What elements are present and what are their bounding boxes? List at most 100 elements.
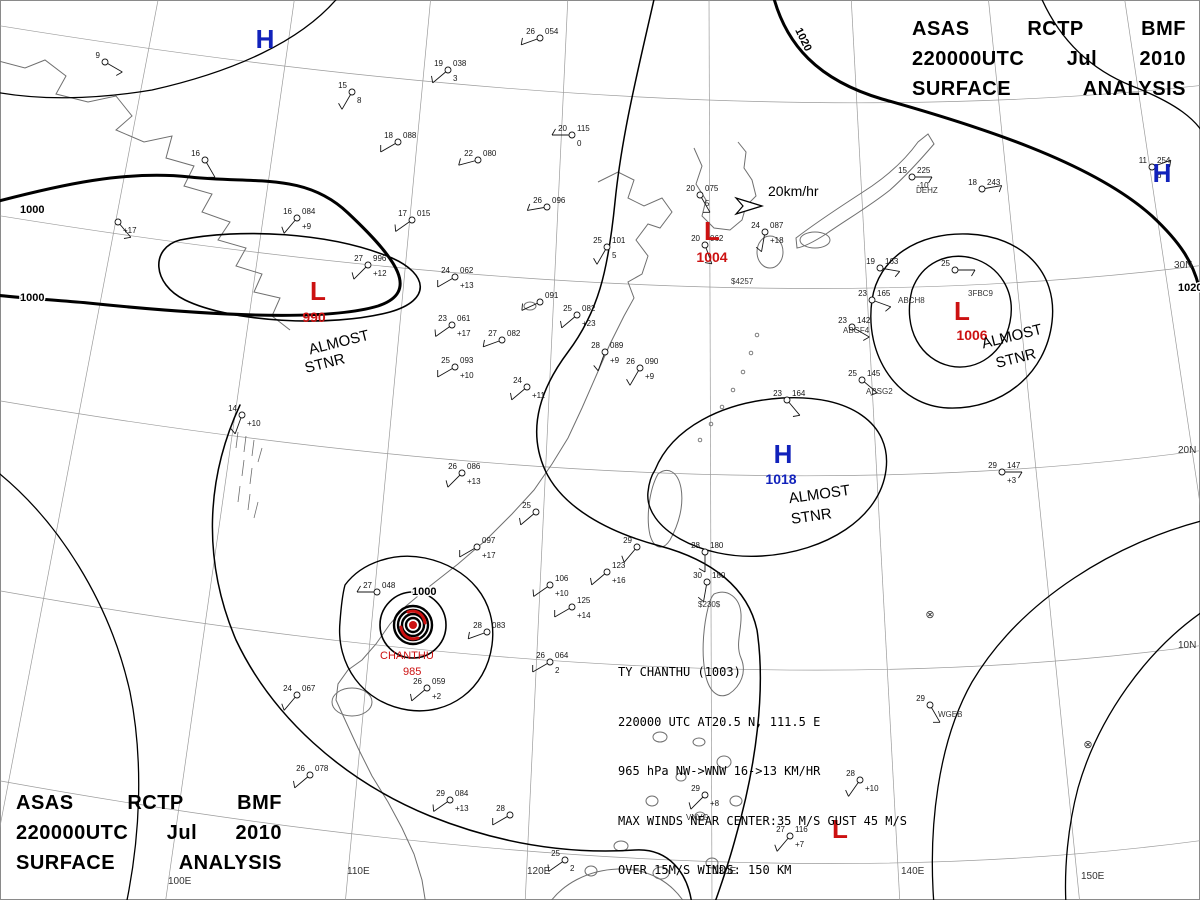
station-temperature: 26	[296, 764, 305, 773]
station-plot: 22 080	[458, 149, 497, 166]
station-temperature: 26	[536, 651, 545, 660]
station-pressure: 243	[987, 178, 1001, 187]
station-circle	[114, 218, 122, 226]
chart-title-line3: SURFACE ANALYSIS	[16, 852, 282, 874]
station-circle	[998, 468, 1006, 476]
station-circle	[523, 383, 531, 391]
graticule-line	[1124, 0, 1200, 506]
station-plot: 27 082	[482, 329, 521, 348]
station-circle	[701, 791, 709, 799]
station-circle	[761, 228, 769, 236]
station-temperature: 25	[551, 849, 560, 858]
isobar-value-label: 1000	[412, 586, 436, 598]
graticule-line	[165, 0, 295, 900]
wind-barb-feather	[590, 577, 593, 585]
coastline	[795, 133, 935, 249]
station-temperature: 17	[398, 209, 407, 218]
station-plot: 123 +16	[590, 561, 626, 586]
station-pressure: 089	[610, 341, 624, 350]
station-temperature: 24	[513, 376, 522, 385]
station-plot: 27 048	[356, 581, 396, 596]
station-plot: 26 096	[526, 196, 566, 211]
wind-barb-feather	[593, 365, 599, 372]
wind-barb-feather	[863, 336, 870, 341]
graticule-line	[0, 0, 159, 829]
station-plot: 19 163	[866, 257, 901, 278]
station-plot: +17	[114, 218, 137, 239]
station-circle	[446, 796, 454, 804]
station-pressure: 163	[885, 257, 899, 266]
station-tendency: +10	[555, 589, 569, 598]
graticule-line	[0, 590, 1200, 671]
pressure-center-value: 1004	[696, 249, 727, 265]
coast-hatch	[257, 447, 263, 463]
station-circle	[603, 568, 611, 576]
station-pressure: 145	[867, 369, 881, 378]
station-temperature: 26	[626, 357, 635, 366]
station-circle	[543, 203, 551, 211]
station-circle	[373, 588, 381, 596]
station-tendency: +8	[710, 799, 720, 808]
typhoon-info-line: 965 hPa NW->WNW 16->13 KM/HR	[618, 764, 821, 778]
ship-call-sign: DEHZ	[916, 186, 938, 195]
island-coastline	[523, 301, 537, 311]
station-pressure: 054	[545, 27, 559, 36]
graticule-line	[0, 25, 1200, 104]
movement-note: ALMOST	[980, 321, 1044, 352]
station-circle	[546, 658, 554, 666]
station-plot: 26 054	[520, 27, 559, 46]
station-plot: 24 +11	[510, 376, 546, 401]
station-temperature: 23	[858, 289, 867, 298]
station-pressure: 142	[857, 316, 871, 325]
isobar	[158, 232, 421, 322]
station-plot: 26 078	[293, 764, 329, 789]
island-coastline	[799, 231, 831, 249]
station-pressure: 088	[403, 131, 417, 140]
station-circle	[848, 323, 856, 331]
station-temperature: 25	[941, 259, 950, 268]
chart-title-line2: 220000UTC Jul 2010	[16, 822, 282, 844]
isobar	[211, 404, 692, 900]
wind-barb-feather	[520, 37, 523, 45]
station-plot: 23 165	[858, 289, 892, 312]
station-circle	[568, 131, 576, 139]
station-temperature: 25	[593, 236, 602, 245]
station-tendency: 8	[357, 96, 362, 105]
station-plot: 29 +8	[688, 784, 720, 810]
isobar	[535, 0, 762, 900]
station-temperature: 20	[558, 124, 567, 133]
isobar	[0, 473, 140, 900]
wind-barb-feather	[774, 844, 778, 852]
station-plot: 20 075 5	[686, 184, 719, 213]
wind-barb-feather	[281, 703, 285, 711]
station-circle	[498, 336, 506, 344]
island-coastline	[692, 737, 706, 747]
wind-barb-feather	[510, 392, 513, 400]
station-temperature: 27	[354, 254, 363, 263]
coastline	[693, 141, 757, 231]
wind-barb-feather	[551, 128, 556, 136]
station-plot: 15 225 -10	[898, 166, 933, 190]
longitude-label: 120E	[527, 866, 551, 877]
wind-barb-feather	[432, 804, 435, 812]
island-coastline	[331, 687, 373, 717]
station-circle	[448, 321, 456, 329]
station-temperature: 15	[898, 166, 907, 175]
wind-barb-feather	[704, 262, 712, 265]
station-circle	[483, 628, 491, 636]
station-temperature: 19	[434, 59, 443, 68]
station-plot: 106 +10	[532, 574, 569, 598]
station-tendency: +16	[612, 576, 626, 585]
wind-barb-feather	[1018, 471, 1023, 479]
station-plot: 30 180	[693, 571, 726, 603]
islet	[754, 332, 760, 338]
station-circle	[408, 216, 416, 224]
latitude-label: 20N	[1178, 445, 1196, 456]
station-tendency: +3	[1007, 476, 1017, 485]
motion-speed-label: 20km/hr	[768, 183, 819, 199]
isobar	[908, 255, 1012, 368]
station-pressure: 083	[492, 621, 506, 630]
wind-barb-feather	[431, 75, 434, 83]
